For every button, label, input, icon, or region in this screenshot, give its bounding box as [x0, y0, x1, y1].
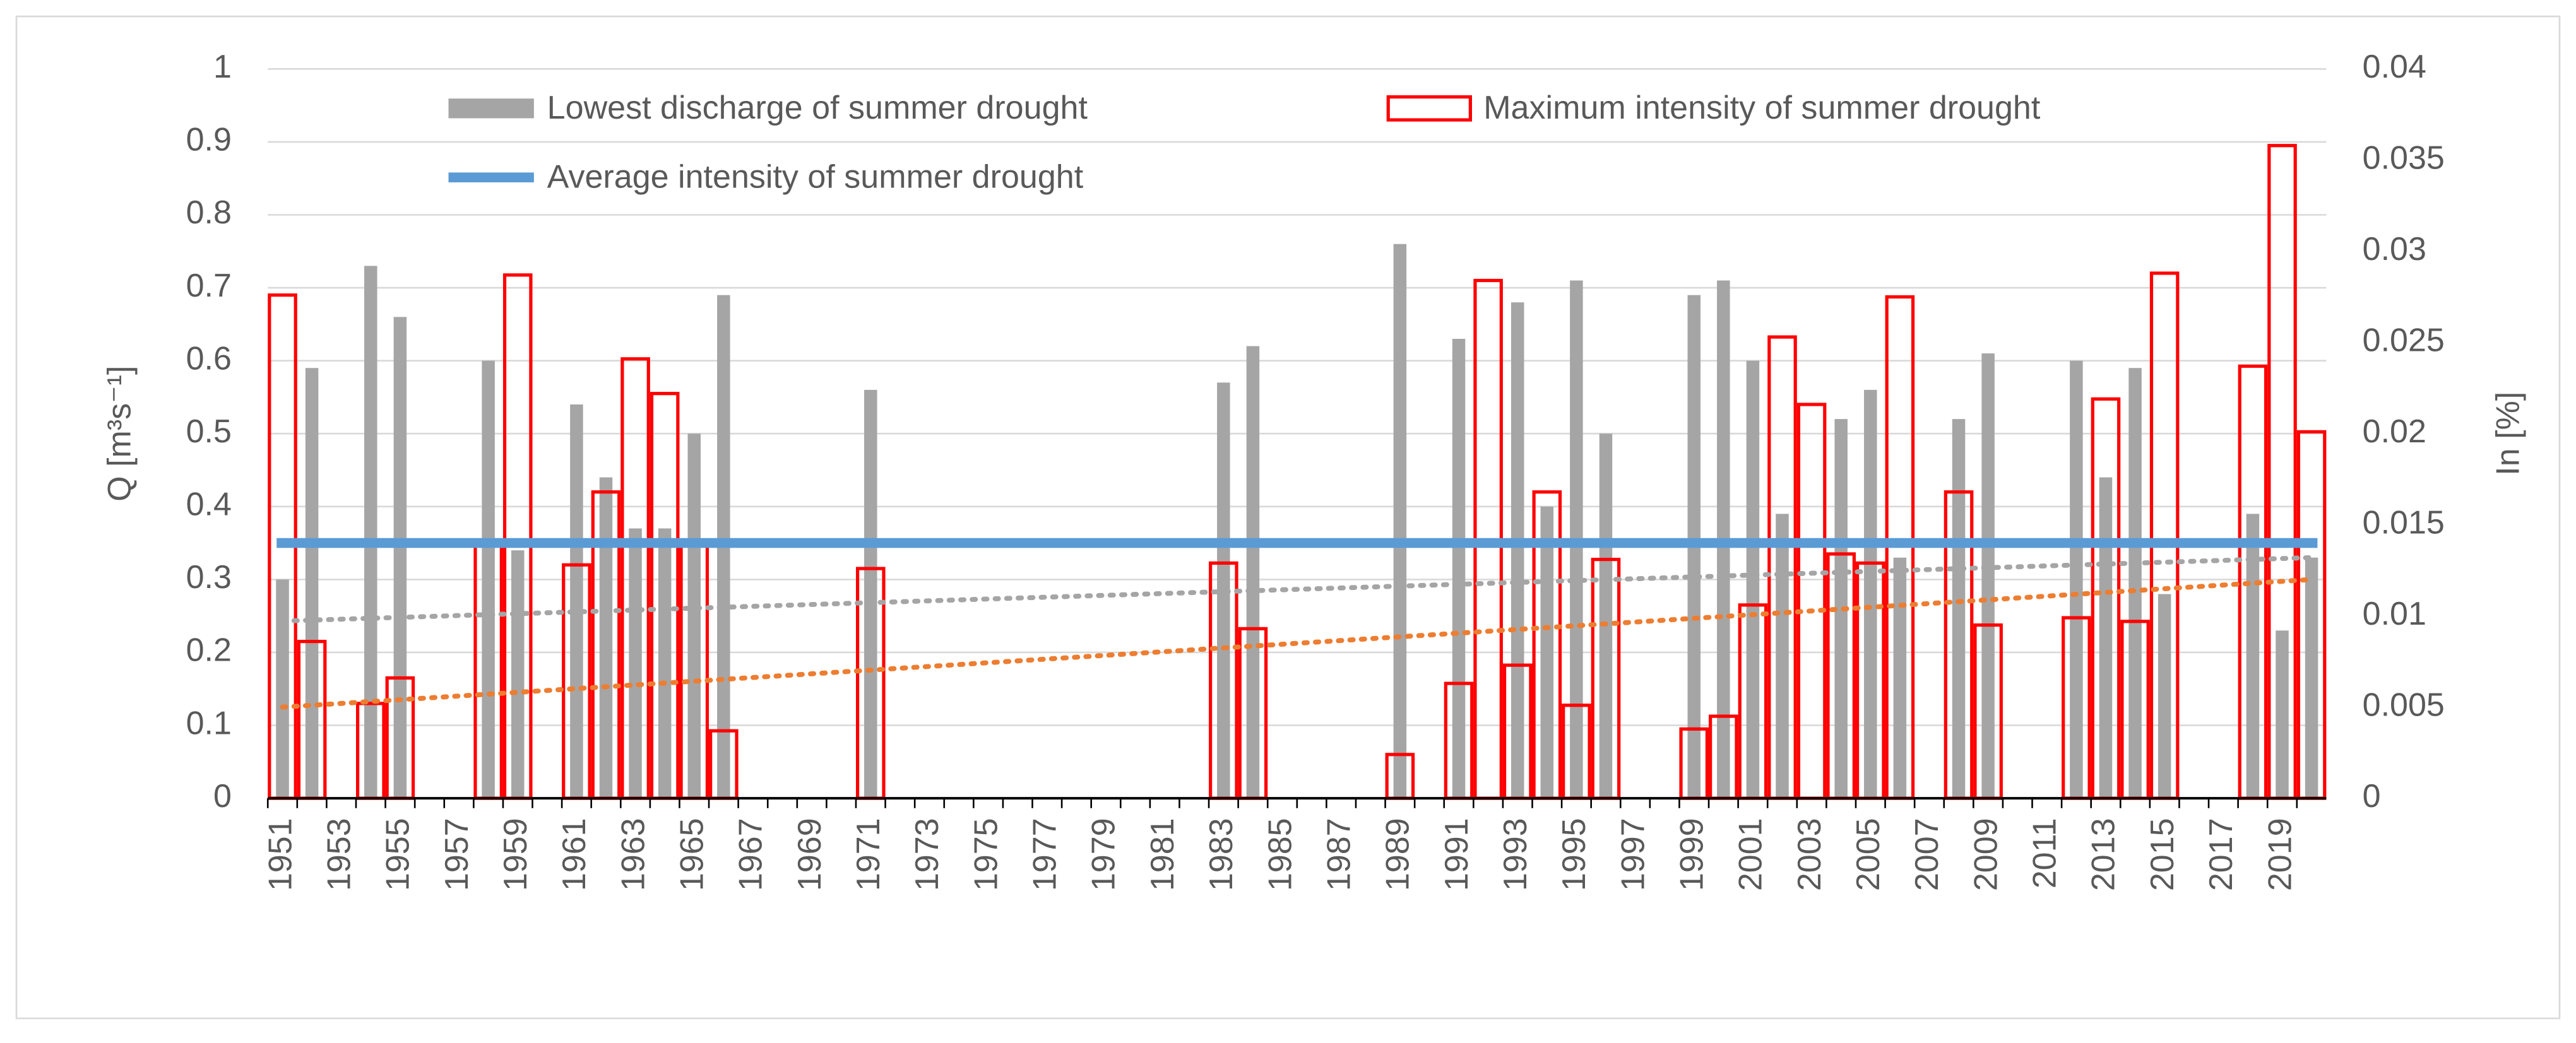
trend-line — [280, 555, 2315, 624]
bar — [629, 528, 642, 799]
bar — [687, 433, 701, 799]
x-tick-label: 1971 — [850, 818, 887, 891]
bar — [2246, 514, 2260, 799]
x-tick-label: 2009 — [1968, 818, 2004, 891]
bar — [2276, 630, 2289, 799]
bar — [2070, 360, 2083, 799]
bar — [1864, 389, 1877, 799]
y2-tick-label: 0.005 — [2363, 686, 2445, 723]
y-tick-label: 0 — [213, 778, 232, 815]
bar — [1893, 557, 1907, 799]
x-tick-label: 1969 — [792, 818, 828, 891]
bar — [1746, 360, 1760, 799]
y-tick-label: 0.5 — [186, 413, 232, 450]
y2-axis-label: In [%] — [2490, 392, 2527, 476]
x-tick-label: 1957 — [439, 818, 475, 891]
x-tick-label: 2015 — [2144, 818, 2181, 891]
y-tick-label: 0.9 — [186, 122, 232, 158]
x-tick-label: 1991 — [1439, 818, 1475, 891]
bar — [2128, 368, 2142, 799]
x-tick-label: 2011 — [2027, 818, 2063, 888]
bar — [511, 550, 525, 799]
x-tick-label: 1985 — [1262, 818, 1298, 891]
y-tick-label: 0.4 — [186, 486, 232, 523]
x-tick-label: 1977 — [1027, 818, 1064, 891]
x-tick-label: 1967 — [733, 818, 769, 891]
y-tick-label: 0.6 — [186, 340, 232, 377]
x-tick-label: 2003 — [1791, 818, 1828, 891]
bar — [305, 368, 319, 799]
x-tick-label: 1973 — [909, 818, 946, 891]
y2-tick-label: 0.01 — [2363, 596, 2426, 632]
x-tick-label: 2013 — [2086, 818, 2122, 891]
bar — [864, 389, 877, 799]
bar — [1452, 338, 1466, 799]
y2-tick-label: 0.035 — [2363, 140, 2445, 177]
bar — [2305, 557, 2318, 799]
x-tick-label: 1955 — [380, 818, 417, 891]
x-tick-label: 1993 — [1497, 818, 1534, 891]
y-axis-label: Q [m³s⁻¹] — [101, 366, 138, 502]
bar — [1393, 244, 1407, 799]
bar — [1511, 302, 1524, 799]
legend-swatch — [1386, 95, 1472, 122]
legend-label: Maximum intensity of summer drought — [1483, 90, 2041, 126]
x-tick-label: 1995 — [1556, 818, 1593, 891]
x-tick-label: 1999 — [1674, 818, 1711, 891]
bar — [658, 528, 672, 799]
bar — [1540, 506, 1554, 799]
y-tick-label: 0.3 — [186, 559, 232, 596]
x-tick-label: 1961 — [556, 818, 593, 891]
y2-tick-label: 0.02 — [2363, 413, 2426, 450]
bar — [2158, 594, 2171, 799]
y2-tick-label: 0.04 — [2363, 49, 2426, 85]
y2-tick-label: 0.015 — [2363, 504, 2445, 541]
x-tick-label: 2005 — [1850, 818, 1887, 891]
y2-tick-label: 0 — [2363, 778, 2381, 815]
y2-tick-label: 0.025 — [2363, 322, 2445, 359]
legend-label: Average intensity of summer drought — [547, 158, 1084, 195]
x-tick-label: 1987 — [1321, 818, 1357, 891]
y-tick-label: 0.1 — [186, 705, 232, 741]
x-tick-label: 1953 — [321, 818, 357, 891]
y-tick-label: 0.8 — [186, 194, 232, 231]
bar — [1981, 353, 1995, 799]
x-tick-label: 2001 — [1733, 818, 1769, 891]
y-tick-label: 1 — [213, 49, 232, 85]
x-tick-label: 1989 — [1380, 818, 1416, 891]
x-tick-label: 1981 — [1144, 818, 1181, 891]
x-tick-label: 2007 — [1909, 818, 1945, 891]
bar — [364, 266, 377, 799]
bar — [1952, 419, 1966, 799]
y-tick-label: 0.7 — [186, 268, 232, 304]
x-tick-label: 1979 — [1086, 818, 1122, 891]
bar — [1776, 514, 1789, 799]
legend-label: Lowest discharge of summer drought — [547, 90, 1088, 126]
x-tick-label: 1983 — [1203, 818, 1240, 891]
legend-swatch — [448, 98, 534, 119]
bar — [1599, 433, 1613, 799]
y-tick-label: 0.2 — [186, 632, 232, 669]
x-tick-label: 1951 — [262, 818, 299, 891]
bar — [570, 404, 583, 799]
bar — [393, 317, 407, 799]
x-tick-label: 1965 — [674, 818, 711, 891]
x-tick-label: 1963 — [615, 818, 651, 891]
x-tick-label: 2019 — [2262, 818, 2298, 891]
bar — [599, 477, 613, 799]
bar — [2099, 477, 2113, 799]
x-tick-label: 1997 — [1615, 818, 1651, 891]
bar — [482, 360, 495, 799]
y2-tick-label: 0.03 — [2363, 231, 2426, 268]
x-tick-label: 1975 — [968, 818, 1004, 891]
x-tick-label: 1959 — [497, 818, 534, 891]
x-tick-label: 2017 — [2203, 818, 2240, 891]
trend-line — [280, 577, 2315, 710]
bar — [1246, 346, 1260, 799]
bar — [276, 579, 289, 799]
